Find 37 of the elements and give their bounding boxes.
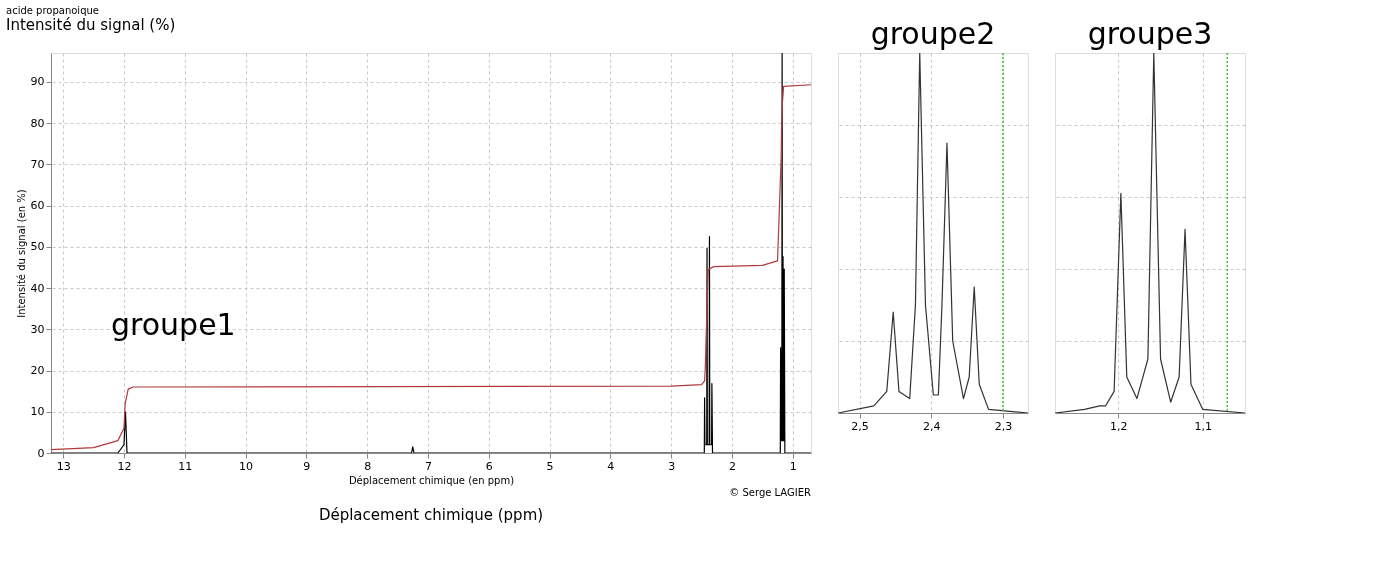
x-tick-label: 12 <box>117 459 132 473</box>
chart-title: groupe3 <box>1087 16 1213 52</box>
x-tick-label: 1 <box>789 459 797 473</box>
x-tick-label: 1,1 <box>1194 419 1213 433</box>
y-tick-label: 70 <box>30 157 45 171</box>
x-tick-label: 4 <box>607 459 615 473</box>
y-tick-label: 40 <box>30 281 45 295</box>
text: © Serge LAGIER <box>729 487 812 498</box>
x-tick-label: 13 <box>56 459 71 473</box>
x-tick-label: 9 <box>303 459 311 473</box>
x-tick-label: 1,2 <box>1110 419 1128 433</box>
y-tick-label: 10 <box>30 405 45 419</box>
x-tick-label: 10 <box>239 459 254 473</box>
y-tick-label: 60 <box>30 199 45 213</box>
y-tick-label: 80 <box>30 116 45 130</box>
y-tick-label: 50 <box>30 240 45 254</box>
chart-title: acide propanoique <box>6 5 99 16</box>
chart-title: groupe2 <box>870 16 996 52</box>
text: Intensité du signal (%) <box>6 16 176 34</box>
x-tick-label: 7 <box>424 459 432 473</box>
x-tick-label: 6 <box>485 459 493 473</box>
x-tick-label: 2,4 <box>922 419 941 433</box>
text: Déplacement chimique (ppm) <box>318 506 544 524</box>
x-tick-label: 11 <box>178 459 193 473</box>
x-axis-title: Déplacement chimique (en ppm) <box>348 474 515 486</box>
x-tick-label: 3 <box>668 459 676 473</box>
x-tick-label: 2 <box>728 459 736 473</box>
y-tick-label: 20 <box>30 364 45 378</box>
y-axis-title: Intensité du signal (en %) <box>15 189 27 318</box>
y-tick-label: 0 <box>37 446 45 460</box>
y-tick-label: 30 <box>30 322 45 336</box>
x-tick-label: 2,5 <box>851 419 869 433</box>
y-tick-label: 90 <box>30 75 45 89</box>
annotation: groupe1 <box>111 307 236 342</box>
x-tick-label: 5 <box>546 459 554 473</box>
x-tick-label: 2,3 <box>994 419 1013 433</box>
x-tick-label: 8 <box>364 459 372 473</box>
